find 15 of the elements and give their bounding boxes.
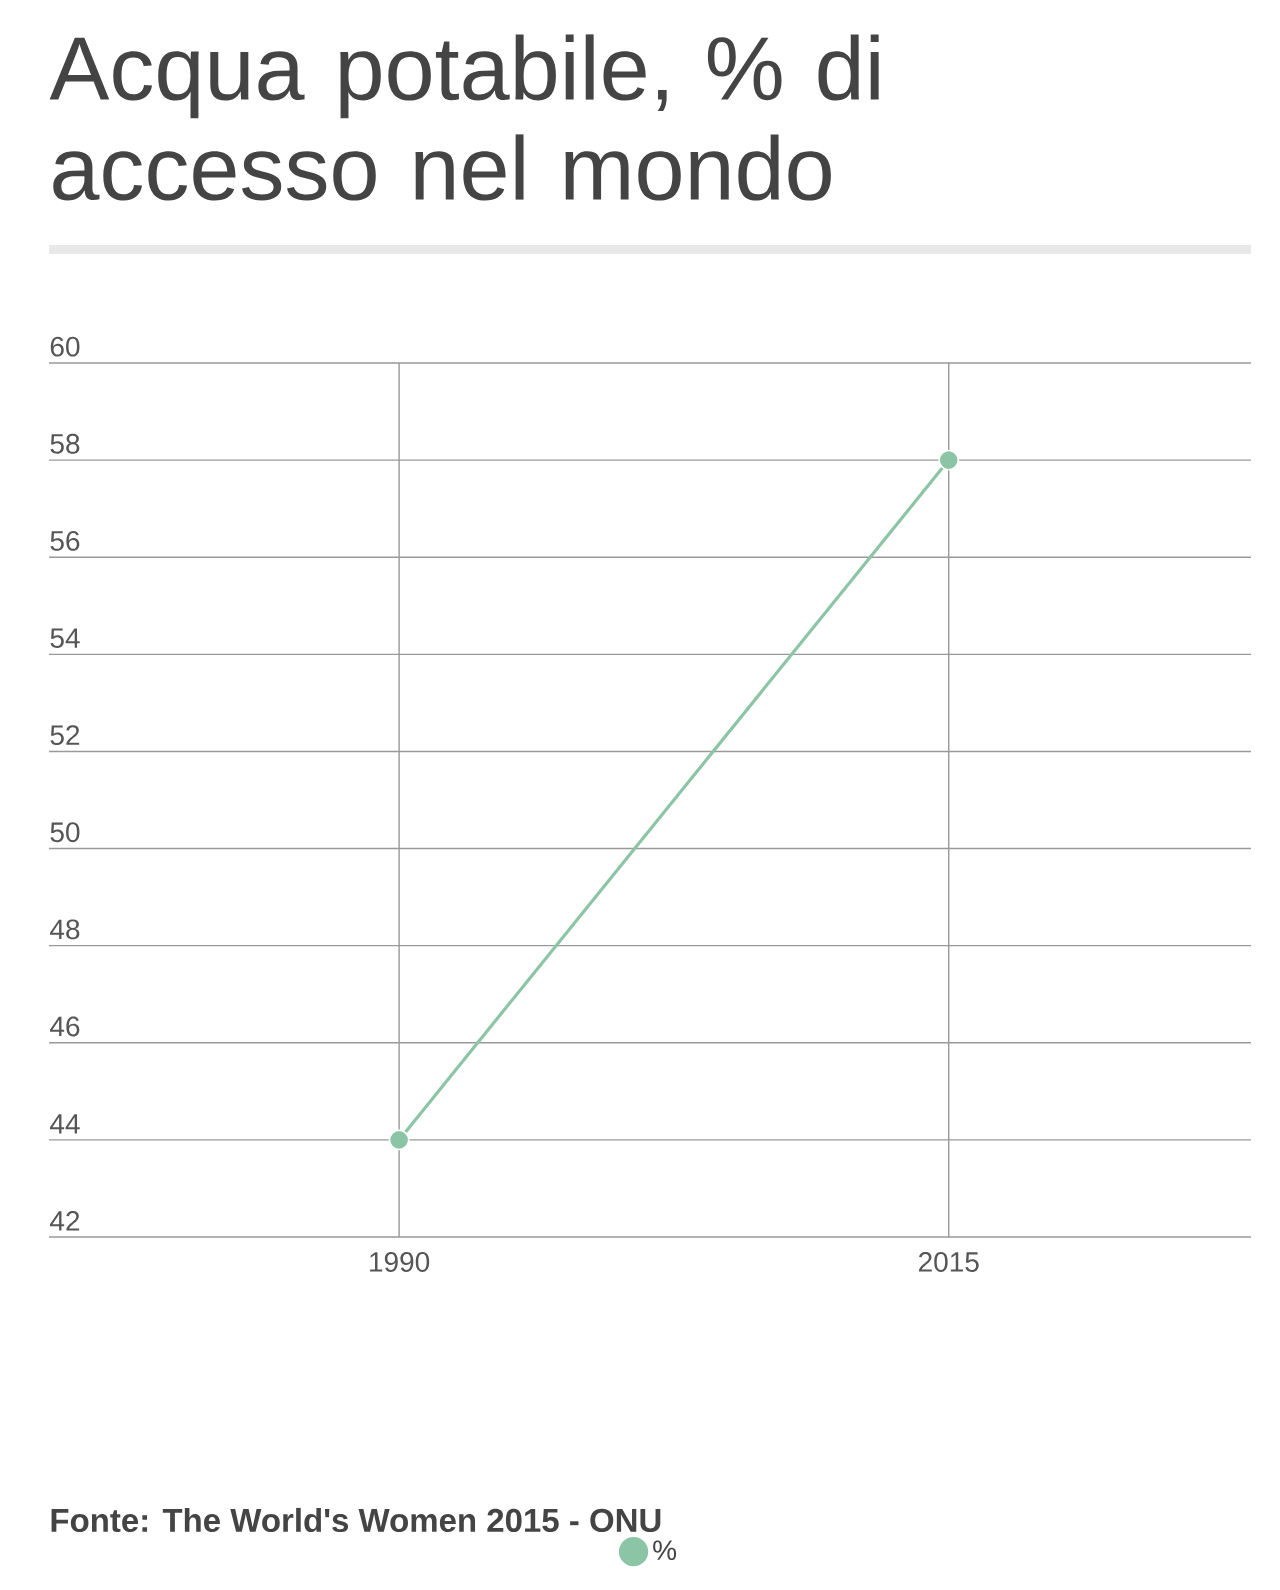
chart-title: Acqua potabile, % di accesso nel mondo xyxy=(49,34,879,201)
y-tick-label: 48 xyxy=(50,919,80,940)
y-tick-label: 54 xyxy=(50,628,80,648)
y-tick-label: 56 xyxy=(50,530,80,551)
legend-label: % xyxy=(653,1540,677,1561)
y-tick-label: 44 xyxy=(50,1114,80,1134)
x-tick-label: 2015 xyxy=(918,1252,979,1272)
source-note: Fonte: The World's Women 2015 - ONU xyxy=(51,1507,661,1533)
y-tick-label: 42 xyxy=(50,1211,80,1231)
x-tick-label: 1990 xyxy=(370,1252,430,1272)
y-tick-label: 46 xyxy=(50,1016,80,1037)
y-tick-label: 50 xyxy=(50,822,80,843)
y-tick-label: 58 xyxy=(50,433,80,454)
y-tick-label: 52 xyxy=(50,725,80,746)
y-tick-label: 60 xyxy=(50,336,80,357)
